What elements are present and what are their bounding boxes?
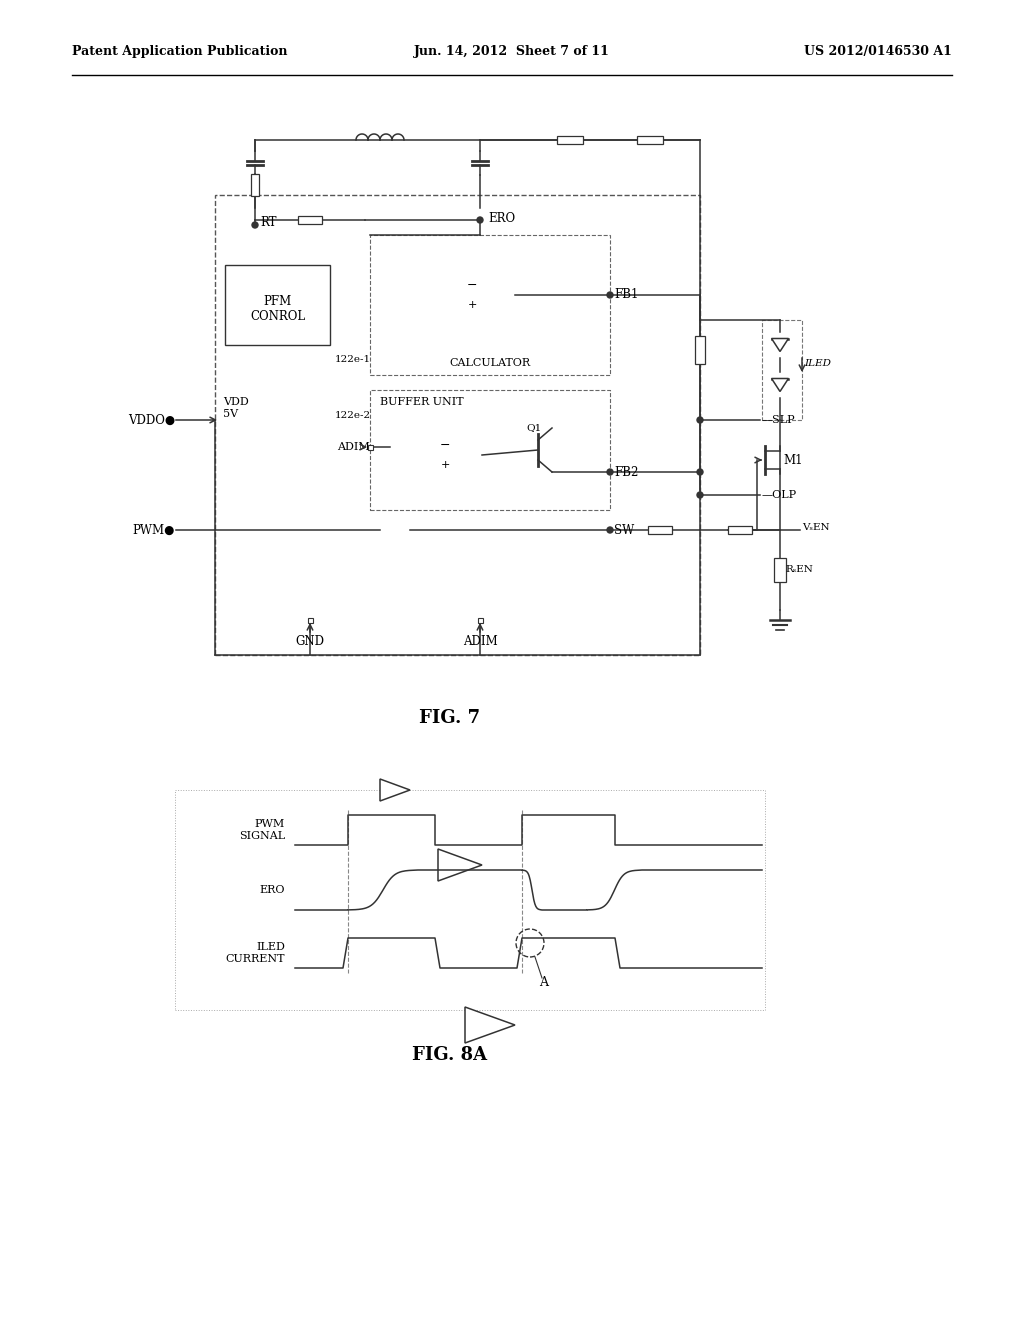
Text: −: − <box>467 279 477 292</box>
Polygon shape <box>380 779 410 801</box>
Bar <box>251 174 259 195</box>
Text: VₛEN: VₛEN <box>802 524 829 532</box>
Text: Jun. 14, 2012  Sheet 7 of 11: Jun. 14, 2012 Sheet 7 of 11 <box>414 45 610 58</box>
Polygon shape <box>438 849 482 880</box>
Text: FIG. 8A: FIG. 8A <box>413 1045 487 1064</box>
Circle shape <box>697 492 703 498</box>
Text: ILED: ILED <box>804 359 831 367</box>
Polygon shape <box>771 338 788 351</box>
Text: CALCULATOR: CALCULATOR <box>450 358 530 368</box>
Text: ERO: ERO <box>488 211 515 224</box>
Text: ERO: ERO <box>259 884 285 895</box>
Circle shape <box>697 469 703 475</box>
Circle shape <box>607 469 613 475</box>
Text: +: + <box>440 459 450 470</box>
Text: ILED
CURRENT: ILED CURRENT <box>225 942 285 964</box>
Text: RₛEN: RₛEN <box>785 565 813 574</box>
Bar <box>225 265 330 345</box>
Polygon shape <box>771 379 788 392</box>
Bar <box>557 136 583 144</box>
Circle shape <box>697 417 703 422</box>
Bar <box>774 558 786 582</box>
Bar <box>368 445 373 450</box>
Text: +: + <box>467 300 477 310</box>
Text: FIG. 7: FIG. 7 <box>420 709 480 727</box>
Circle shape <box>607 292 613 298</box>
Bar <box>298 216 322 224</box>
Text: PWM
SIGNAL: PWM SIGNAL <box>239 820 285 841</box>
Polygon shape <box>465 1007 515 1043</box>
Text: VDD
5V: VDD 5V <box>223 397 249 418</box>
Text: 122e-2: 122e-2 <box>335 411 371 420</box>
Text: PWM●: PWM● <box>133 524 175 536</box>
Text: —SLP: —SLP <box>762 414 796 425</box>
Bar <box>728 525 752 535</box>
Text: GND: GND <box>296 635 325 648</box>
Text: M1: M1 <box>783 454 803 466</box>
Bar <box>637 136 663 144</box>
Text: A: A <box>540 977 549 990</box>
Text: BUFFER UNIT: BUFFER UNIT <box>380 397 464 407</box>
Circle shape <box>607 527 613 533</box>
Text: SW: SW <box>614 524 634 536</box>
Text: US 2012/0146530 A1: US 2012/0146530 A1 <box>804 45 952 58</box>
Text: Patent Application Publication: Patent Application Publication <box>72 45 288 58</box>
Text: FB1: FB1 <box>614 289 638 301</box>
Bar <box>762 319 802 420</box>
Text: FB2: FB2 <box>614 466 638 479</box>
Text: ADIM: ADIM <box>337 442 370 451</box>
Text: −: − <box>439 438 451 451</box>
Bar <box>307 618 312 623</box>
Text: 122e-1: 122e-1 <box>335 355 371 364</box>
Text: RT: RT <box>260 215 276 228</box>
Bar <box>215 195 700 655</box>
Circle shape <box>477 216 483 223</box>
Text: —OLP: —OLP <box>762 490 797 500</box>
Bar <box>477 618 482 623</box>
Bar <box>370 389 610 510</box>
Text: ADIM: ADIM <box>463 635 498 648</box>
Text: VDDO●: VDDO● <box>128 413 175 426</box>
Circle shape <box>252 222 258 228</box>
Text: Q1: Q1 <box>526 424 542 433</box>
Bar <box>175 789 765 1010</box>
Text: PFM
CONROL: PFM CONROL <box>250 294 305 323</box>
Bar <box>695 337 705 364</box>
Bar <box>648 525 672 535</box>
Bar <box>370 235 610 375</box>
